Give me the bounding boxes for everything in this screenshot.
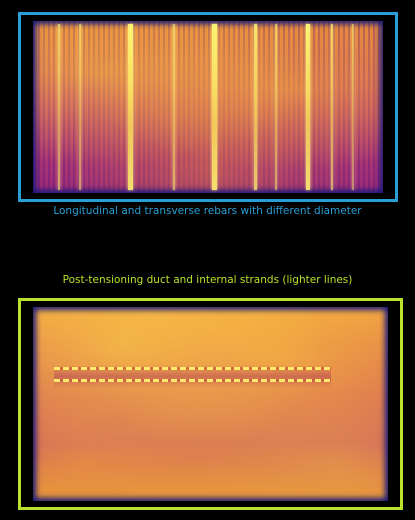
rebar-line	[274, 24, 277, 190]
rebar-line	[351, 24, 354, 190]
strand-line	[54, 378, 332, 382]
rebar-scan-image	[33, 21, 383, 193]
duct-shadow	[54, 365, 332, 389]
rebar-line	[253, 24, 257, 190]
rebar-line	[127, 24, 133, 190]
rebar-line	[211, 24, 217, 190]
bottom-scan-panel	[18, 298, 403, 510]
rebar-line	[306, 24, 310, 190]
top-scan-panel	[18, 12, 398, 202]
bottom-panel-caption: Post-tensioning duct and internal strand…	[62, 274, 353, 286]
strand-line	[54, 367, 332, 371]
rebar-line	[78, 24, 81, 190]
top-panel-caption: Longitudinal and transverse rebars with …	[53, 205, 362, 217]
rebar-line	[57, 24, 60, 190]
rebar-line	[330, 24, 333, 190]
rebar-line	[173, 24, 175, 190]
duct-scan-image	[33, 307, 388, 501]
